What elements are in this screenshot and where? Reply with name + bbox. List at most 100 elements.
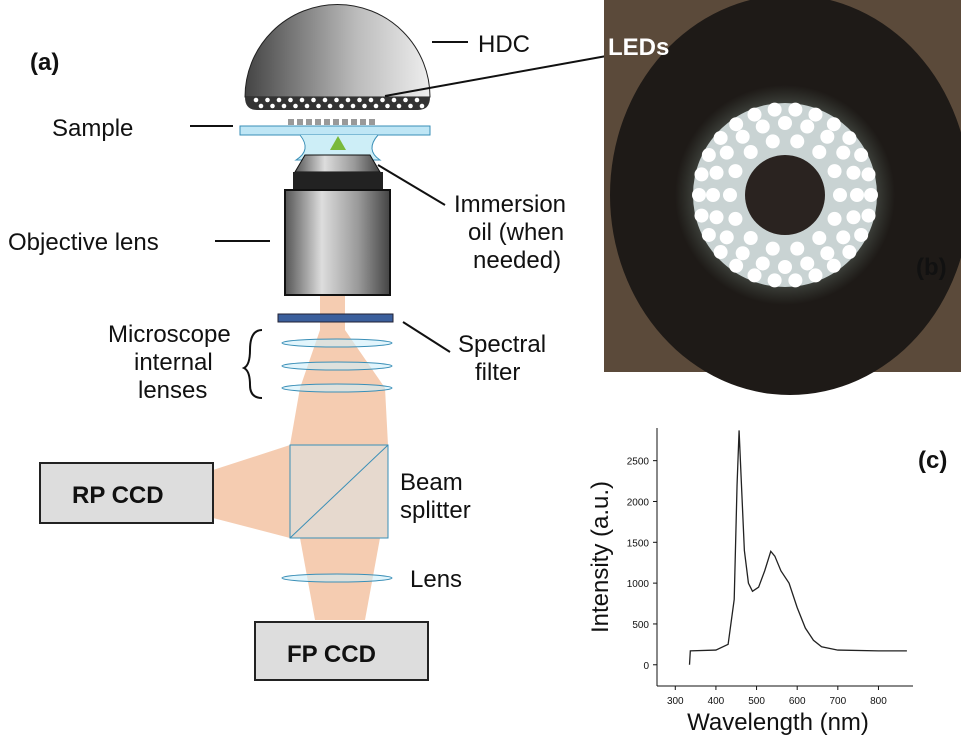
led: [254, 98, 259, 103]
led: [385, 104, 390, 109]
label: lenses: [138, 377, 207, 404]
led: [800, 120, 814, 134]
objective-body: [285, 190, 390, 295]
led: [392, 98, 397, 103]
led: [369, 98, 374, 103]
label: Sample: [52, 115, 133, 142]
label: Microscope: [108, 321, 231, 348]
led: [706, 188, 720, 202]
label: Beam: [400, 469, 463, 496]
led: [828, 212, 842, 226]
led: [277, 98, 282, 103]
x-axis-title: Wavelength (nm): [687, 709, 869, 736]
led: [766, 242, 780, 256]
led: [729, 259, 743, 273]
led: [714, 131, 728, 145]
led: [702, 228, 716, 242]
led: [259, 104, 264, 109]
label: Spectral: [458, 331, 546, 358]
led: [862, 167, 876, 181]
y-tick-label: 2000: [627, 497, 650, 508]
y-tick-label: 0: [643, 661, 649, 672]
led: [316, 104, 321, 109]
led: [346, 98, 351, 103]
led: [420, 104, 425, 109]
led: [812, 145, 826, 159]
led: [854, 228, 868, 242]
y-axis-title: Intensity (a.u.): [587, 481, 614, 633]
led: [692, 188, 706, 202]
led: [864, 188, 878, 202]
led: [788, 273, 802, 287]
led: [766, 134, 780, 148]
led: [720, 230, 734, 244]
led: [265, 98, 270, 103]
panel-label: (b): [916, 254, 947, 281]
led: [728, 164, 742, 178]
objective-ring: [293, 172, 383, 190]
led: [768, 273, 782, 287]
led: [748, 268, 762, 282]
photo: LEDs (b): [604, 0, 961, 395]
led: [694, 167, 708, 181]
led: [311, 98, 316, 103]
led: [800, 256, 814, 270]
sample-square: [360, 119, 366, 125]
led: [808, 108, 822, 122]
led: [720, 146, 734, 160]
led: [702, 148, 716, 162]
sample-square: [315, 119, 321, 125]
y-tick-label: 500: [632, 620, 649, 631]
led: [293, 104, 298, 109]
led: [756, 256, 770, 270]
led: [323, 98, 328, 103]
led: [790, 134, 804, 148]
led: [846, 166, 860, 180]
hdc-dome: [245, 5, 430, 97]
led: [788, 103, 802, 117]
led: [710, 210, 724, 224]
sample-square: [351, 119, 357, 125]
brace: [244, 330, 262, 398]
led: [756, 120, 770, 134]
x-tick-label: 700: [829, 696, 846, 707]
led: [362, 104, 367, 109]
sample-square: [288, 119, 294, 125]
label: needed): [473, 247, 561, 274]
label: RP CCD: [72, 482, 164, 509]
led: [748, 108, 762, 122]
led: [300, 98, 305, 103]
led: [305, 104, 310, 109]
y-tick-label: 2500: [627, 457, 650, 468]
label: Immersion: [454, 191, 566, 218]
led: [828, 164, 842, 178]
led: [270, 104, 275, 109]
panel-label: (a): [30, 49, 59, 76]
led: [836, 230, 850, 244]
led: [820, 130, 834, 144]
led: [728, 212, 742, 226]
x-tick-label: 800: [870, 696, 887, 707]
label: Objective lens: [8, 229, 159, 256]
label: splitter: [400, 497, 471, 524]
led: [790, 242, 804, 256]
sample-square: [369, 119, 375, 125]
sample-square: [297, 119, 303, 125]
led: [288, 98, 293, 103]
led: [415, 98, 420, 103]
led: [357, 98, 362, 103]
slide: [240, 126, 430, 135]
led: [339, 104, 344, 109]
led: [850, 188, 864, 202]
led: [694, 209, 708, 223]
led: [820, 246, 834, 260]
plot-area: [657, 428, 913, 686]
led: [836, 146, 850, 160]
led: [380, 98, 385, 103]
label: HDC: [478, 31, 530, 58]
led: [812, 231, 826, 245]
sample-square: [333, 119, 339, 125]
led: [723, 188, 737, 202]
led: [778, 260, 792, 274]
sample-square: [324, 119, 330, 125]
